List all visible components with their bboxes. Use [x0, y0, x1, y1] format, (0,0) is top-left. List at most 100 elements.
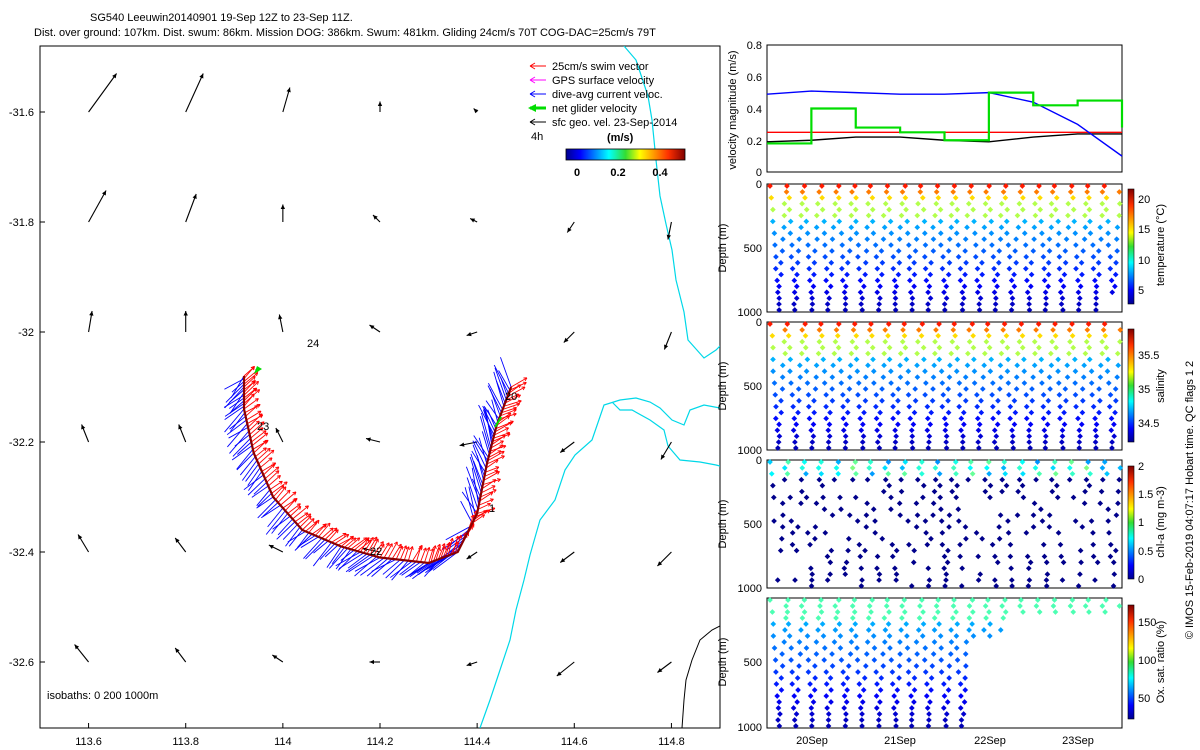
chl-point: [803, 494, 810, 501]
salinity-point: [960, 433, 966, 440]
temperature-point: [772, 265, 779, 272]
temperature-point: [852, 206, 859, 213]
oxygen-point: [969, 597, 976, 603]
dac-vector: [229, 389, 245, 403]
temperature-point: [838, 230, 845, 237]
temperature-point: [1093, 283, 1100, 290]
salinity-point: [935, 332, 942, 339]
salinity-point: [1107, 392, 1114, 398]
salinity-point: [802, 332, 809, 339]
temperature-point: [1073, 254, 1080, 260]
salinity-point: [1101, 321, 1108, 327]
temperature-point: [842, 295, 849, 302]
temperature-point: [877, 295, 883, 302]
temperature-point: [996, 248, 1003, 254]
salinity-point: [832, 338, 839, 345]
chl-point: [945, 547, 951, 554]
geo-vector-arrowhead: [81, 424, 86, 430]
oxygen-point: [942, 717, 949, 723]
temperature-point: [964, 224, 970, 231]
temperature-point: [1077, 283, 1084, 290]
temperature-point: [959, 301, 966, 307]
dac-vector: [500, 357, 512, 388]
salinity-point: [1077, 433, 1083, 440]
chl-point: [845, 535, 852, 542]
salinity-point: [779, 374, 786, 380]
temperature-point: [1105, 218, 1111, 225]
salinity-point: [844, 397, 851, 404]
temperature-point: [988, 230, 995, 237]
temperature-point: [992, 301, 999, 307]
swim-vector-arrowhead: [523, 377, 528, 382]
salinity-cb-tick-1: 35: [1138, 384, 1150, 396]
swim-vector: [243, 380, 256, 393]
oxygen-point: [958, 693, 964, 699]
temperature-point: [886, 194, 893, 201]
oxygen-point: [899, 603, 905, 609]
temperature-point: [974, 289, 981, 296]
oxygen-point: [948, 639, 955, 645]
velocity-series: [766, 90, 1124, 157]
swim-vector: [500, 409, 517, 417]
temperature-point: [1032, 212, 1039, 219]
swim-vector-arrowhead: [499, 440, 504, 445]
temperature-point: [799, 189, 806, 195]
salinity-point: [1063, 397, 1069, 404]
swim-vector-arrowhead: [385, 542, 390, 547]
map-frame: [39, 45, 721, 729]
salinity-point: [922, 368, 928, 375]
velocity-tick-0: 0.8: [747, 40, 762, 52]
dac-vector: [469, 456, 482, 494]
oxygen-point: [881, 615, 888, 621]
salinity-point: [943, 445, 950, 451]
dac-vector: [229, 415, 246, 430]
legend-interval: 4h: [531, 131, 543, 143]
salinity-point: [950, 327, 957, 333]
dac-vector: [239, 456, 256, 476]
oxygen-point: [962, 687, 969, 693]
salinity-point: [803, 368, 810, 375]
salinity-point: [865, 350, 871, 357]
salinity-point: [1027, 421, 1034, 428]
chl-point: [955, 518, 962, 524]
oxygen-point: [935, 597, 942, 603]
oxygen-point: [908, 723, 915, 729]
chl-point: [822, 530, 829, 536]
salinity-point: [856, 403, 862, 410]
swim-vector: [480, 485, 496, 494]
salinity-point: [1052, 321, 1058, 327]
temperature-point: [997, 212, 1004, 219]
temperature-point: [1002, 183, 1009, 189]
oxygen-point: [845, 663, 852, 669]
oxygen-point: [772, 657, 779, 663]
oxygen-point: [924, 705, 931, 711]
chl-point: [1059, 577, 1066, 583]
swim-vector: [251, 432, 269, 447]
chl-point: [963, 535, 969, 542]
oxygen-point: [779, 651, 785, 657]
temperature-point: [1006, 265, 1013, 272]
oxygen-point: [823, 669, 830, 675]
oxygen-point: [957, 705, 964, 711]
temperature-point: [809, 295, 815, 302]
swim-vector-arrowhead: [266, 447, 271, 452]
temperature-point: [895, 248, 902, 254]
temperature-point: [1058, 301, 1065, 307]
chl-point: [1007, 541, 1014, 548]
salinity-point: [900, 327, 906, 333]
chl-point: [1007, 553, 1014, 560]
salinity-point: [870, 368, 877, 375]
swim-vector-arrowhead: [304, 505, 309, 510]
map-axis-ticks: 113.6 113.8 114 114.2 114.4 114.6 114.8-31.6-3…: [9, 107, 685, 748]
dac-vector: [478, 437, 488, 465]
oxygen-point: [946, 663, 953, 669]
colorbar-title: (m/s): [607, 132, 634, 144]
salinity-point: [1007, 415, 1013, 422]
salinity-point: [991, 427, 998, 434]
temperature-point: [1086, 206, 1093, 213]
geo-vector-arrowhead: [199, 73, 204, 79]
salinity-point: [864, 338, 871, 345]
chl-point: [835, 470, 842, 477]
oxygen-point: [859, 699, 866, 705]
swim-vector: [266, 470, 280, 483]
